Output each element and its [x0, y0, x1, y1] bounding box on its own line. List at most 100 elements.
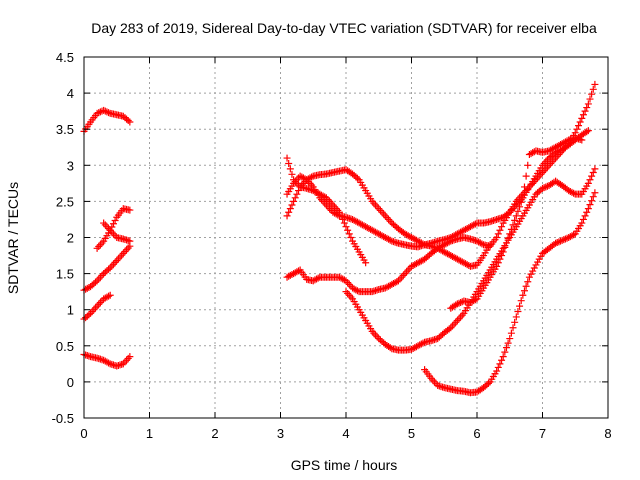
data-point [584, 205, 592, 213]
series-arc9 [283, 80, 599, 251]
y-tick-label: 1.5 [56, 267, 74, 282]
data-point [386, 236, 394, 244]
data-point [511, 216, 519, 224]
data-point [109, 220, 117, 228]
data-point [578, 114, 586, 122]
data-point [96, 273, 104, 281]
data-point [445, 325, 453, 333]
series-arc5 [80, 291, 114, 323]
data-point [570, 189, 578, 197]
data-point [386, 217, 394, 225]
data-point [525, 273, 533, 281]
data-point [105, 265, 113, 273]
data-point [283, 154, 291, 162]
data-point [124, 354, 132, 362]
data-point [586, 201, 594, 209]
y-tick-label: 3.5 [56, 122, 74, 137]
data-point [319, 197, 327, 205]
data-point [109, 260, 117, 268]
data-point [498, 223, 506, 231]
data-point [575, 122, 583, 130]
data-point [345, 291, 353, 299]
data-point [471, 296, 479, 304]
data-point [322, 201, 330, 209]
data-point [527, 270, 535, 278]
data-point [109, 230, 117, 238]
data-point [339, 275, 347, 283]
y-tick-label: 0.5 [56, 339, 74, 354]
data-point [373, 333, 381, 341]
data-point [370, 199, 378, 207]
data-point [552, 239, 560, 247]
data-point [563, 137, 571, 145]
data-point [516, 203, 524, 211]
data-point [105, 224, 113, 232]
data-point [499, 248, 507, 256]
data-point [584, 100, 592, 108]
data-point [555, 238, 563, 246]
data-point [507, 225, 515, 233]
y-tick-label: 0 [67, 375, 74, 390]
series-arc1 [80, 106, 134, 135]
data-point [404, 266, 412, 274]
data-point [306, 179, 314, 187]
data-point [96, 241, 104, 249]
data-point [498, 252, 506, 260]
data-point [123, 246, 131, 254]
data-point [578, 136, 586, 144]
data-point [501, 348, 509, 356]
data-point [108, 228, 116, 236]
data-point [111, 217, 119, 225]
data-point [453, 317, 461, 325]
data-point [126, 237, 134, 245]
data-point [95, 275, 103, 283]
data-point [496, 226, 504, 234]
data-point [308, 173, 316, 181]
data-point [385, 215, 393, 223]
data-point [470, 297, 478, 305]
data-point [291, 194, 299, 202]
y-tick-label: 3 [67, 158, 74, 173]
data-point [326, 205, 334, 213]
data-point [83, 284, 91, 292]
data-point [285, 159, 293, 167]
data-point [96, 298, 104, 306]
data-point [98, 239, 106, 247]
data-point [291, 178, 299, 186]
data-point [429, 376, 437, 384]
data-point [116, 253, 124, 261]
data-point [455, 315, 463, 323]
data-point [519, 291, 527, 299]
data-point [119, 249, 127, 257]
data-point [583, 128, 591, 136]
data-point [458, 311, 466, 319]
y-tick-label: 1 [67, 303, 74, 318]
data-point [398, 273, 406, 281]
data-point [539, 184, 546, 192]
data-point [106, 291, 114, 299]
data-point [295, 267, 303, 275]
data-point [511, 318, 519, 326]
data-point [445, 238, 453, 246]
data-point [114, 255, 122, 263]
data-point [583, 104, 591, 112]
x-axis-label: GPS time / hours [291, 457, 398, 473]
data-point [517, 297, 525, 305]
x-tick-label: 3 [277, 426, 284, 441]
data-point [591, 189, 599, 197]
data-point [591, 80, 599, 88]
data-point [288, 170, 296, 178]
data-point [452, 318, 460, 326]
data-point [380, 210, 388, 218]
data-point [494, 230, 502, 238]
data-point [512, 212, 520, 220]
data-point [573, 125, 581, 133]
data-point [524, 278, 532, 286]
data-point [378, 208, 386, 216]
data-point [290, 197, 298, 205]
data-point [545, 161, 553, 169]
data-point [506, 335, 514, 343]
data-point [581, 107, 589, 115]
data-point [570, 231, 578, 239]
data-point [539, 169, 546, 177]
